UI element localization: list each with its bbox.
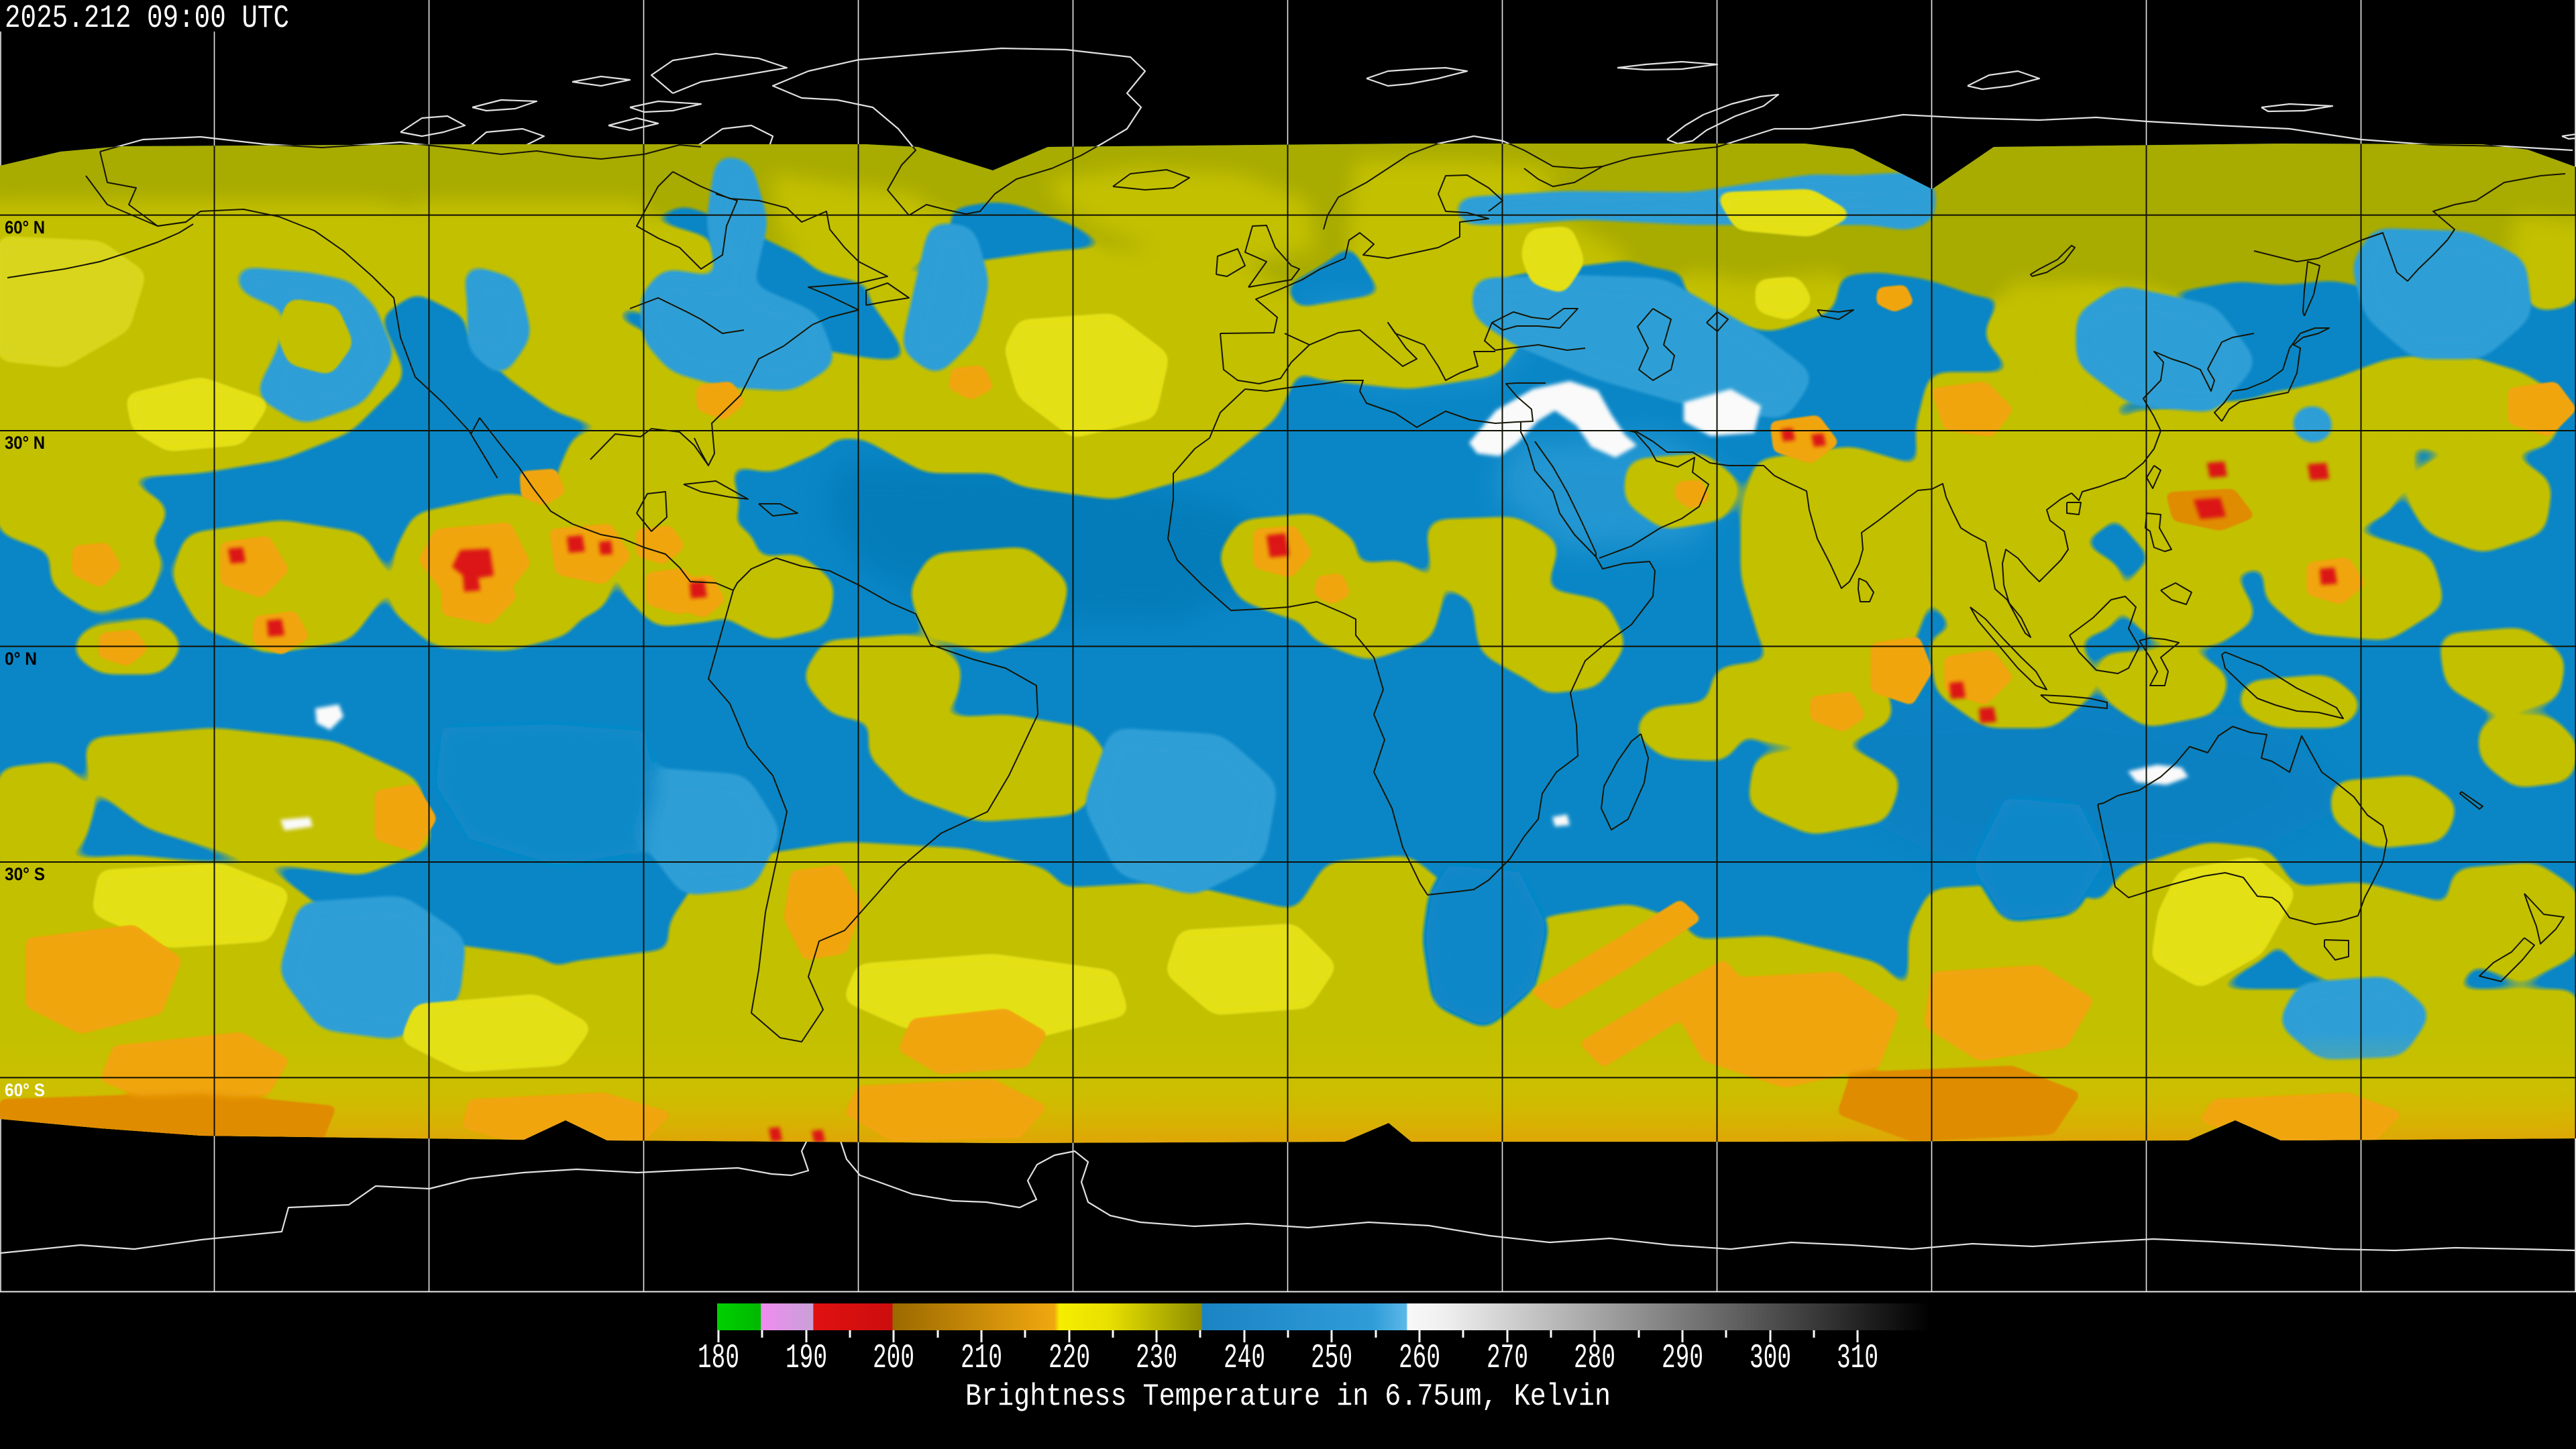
svg-text:190: 190 (786, 1340, 827, 1378)
svg-text:290: 290 (1662, 1340, 1703, 1378)
svg-text:310: 310 (1837, 1340, 1878, 1378)
svg-text:230: 230 (1136, 1340, 1177, 1378)
svg-text:200: 200 (873, 1340, 914, 1378)
svg-text:260: 260 (1399, 1340, 1440, 1378)
svg-text:280: 280 (1574, 1340, 1615, 1378)
svg-text:0° N: 0° N (5, 649, 37, 669)
svg-text:30° S: 30° S (5, 864, 45, 884)
svg-text:180: 180 (698, 1340, 739, 1378)
svg-text:60° S: 60° S (5, 1080, 45, 1100)
svg-text:300: 300 (1750, 1340, 1791, 1378)
svg-text:250: 250 (1311, 1340, 1352, 1378)
svg-text:220: 220 (1049, 1340, 1090, 1378)
svg-text:Brightness Temperature in 6.75: Brightness Temperature in 6.75um, Kelvin (965, 1379, 1611, 1414)
svg-text:2025.212 09:00 UTC: 2025.212 09:00 UTC (5, 1, 289, 37)
svg-text:210: 210 (961, 1340, 1002, 1378)
svg-text:270: 270 (1487, 1340, 1528, 1378)
svg-text:240: 240 (1224, 1340, 1265, 1378)
svg-text:30° N: 30° N (5, 433, 45, 453)
svg-text:60° N: 60° N (5, 217, 45, 237)
